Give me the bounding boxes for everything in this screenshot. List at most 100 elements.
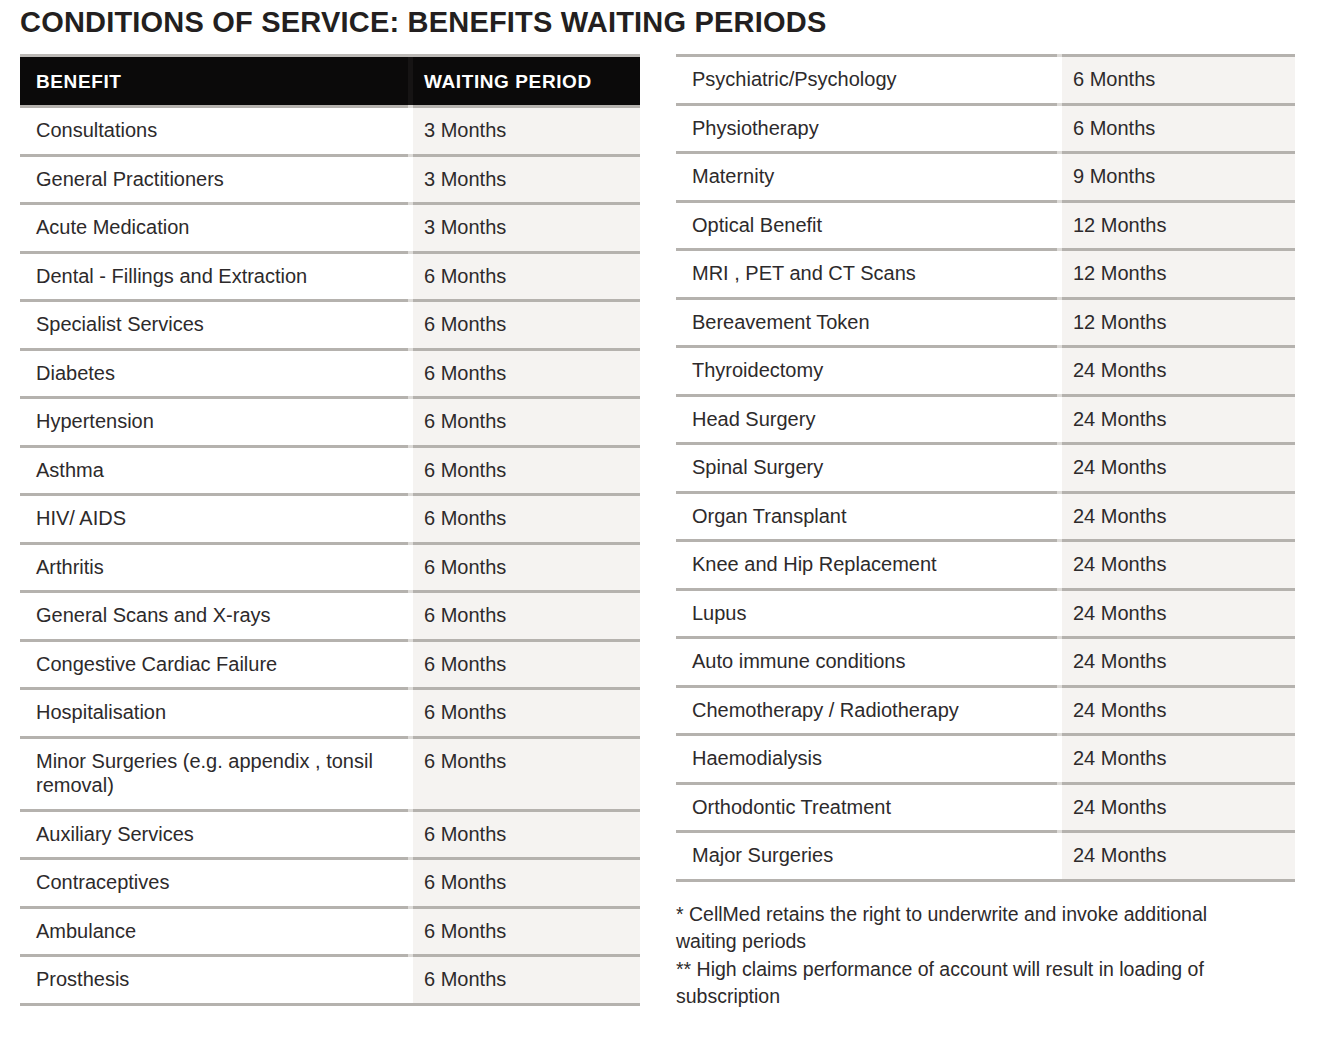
table-row: Specialist Services6 Months (20, 299, 640, 348)
waiting-period-cell: 6 Months (413, 590, 640, 639)
waiting-period-cell: 6 Months (413, 299, 640, 348)
waiting-period-cell: 24 Months (1062, 394, 1295, 443)
waiting-period-cell: 12 Months (1062, 297, 1295, 346)
waiting-period-cell: 24 Months (1062, 830, 1295, 879)
benefit-cell: Psychiatric/Psychology (676, 54, 1057, 103)
benefit-cell: Thyroidectomy (676, 345, 1057, 394)
table-row: General Scans and X-rays6 Months (20, 590, 640, 639)
benefit-cell: General Scans and X-rays (20, 590, 408, 639)
benefit-cell: Arthritis (20, 542, 408, 591)
waiting-period-cell: 12 Months (1062, 248, 1295, 297)
benefit-cell: HIV/ AIDS (20, 493, 408, 542)
benefit-cell: Hospitalisation (20, 687, 408, 736)
waiting-period-cell: 24 Months (1062, 491, 1295, 540)
table-header-row: BENEFIT WAITING PERIOD (20, 54, 640, 105)
benefits-table-right: Psychiatric/Psychology6 MonthsPhysiother… (676, 54, 1295, 882)
waiting-period-cell: 6 Months (413, 639, 640, 688)
waiting-period-cell: 6 Months (1062, 103, 1295, 152)
waiting-period-cell: 6 Months (413, 954, 640, 1003)
benefit-cell: Minor Surgeries (e.g. appendix , tonsil … (20, 736, 408, 809)
table-row: Hospitalisation6 Months (20, 687, 640, 736)
waiting-period-cell: 12 Months (1062, 200, 1295, 249)
benefit-cell: Consultations (20, 105, 408, 154)
table-row: Organ Transplant24 Months (676, 491, 1295, 540)
table-row: Maternity9 Months (676, 151, 1295, 200)
waiting-period-cell: 6 Months (413, 857, 640, 906)
benefit-cell: Major Surgeries (676, 830, 1057, 879)
benefit-cell: Diabetes (20, 348, 408, 397)
waiting-period-cell: 6 Months (413, 736, 640, 809)
benefit-cell: Optical Benefit (676, 200, 1057, 249)
table-row: Spinal Surgery24 Months (676, 442, 1295, 491)
waiting-period-cell: 24 Months (1062, 782, 1295, 831)
document-page: CONDITIONS OF SERVICE: BENEFITS WAITING … (0, 6, 1320, 1046)
benefit-cell: Dental - Fillings and Extraction (20, 251, 408, 300)
benefit-cell: MRI , PET and CT Scans (676, 248, 1057, 297)
table-row: General Practitioners3 Months (20, 154, 640, 203)
benefit-cell: Congestive Cardiac Failure (20, 639, 408, 688)
table-row: Ambulance6 Months (20, 906, 640, 955)
table-row: Hypertension6 Months (20, 396, 640, 445)
benefit-cell: Maternity (676, 151, 1057, 200)
benefit-cell: Chemotherapy / Radiotherapy (676, 685, 1057, 734)
benefit-cell: General Practitioners (20, 154, 408, 203)
waiting-period-cell: 24 Months (1062, 442, 1295, 491)
benefit-cell: Ambulance (20, 906, 408, 955)
table-row: Congestive Cardiac Failure6 Months (20, 639, 640, 688)
table-row: Minor Surgeries (e.g. appendix , tonsil … (20, 736, 640, 809)
table-row: Head Surgery24 Months (676, 394, 1295, 443)
page-title: CONDITIONS OF SERVICE: BENEFITS WAITING … (20, 6, 1320, 39)
benefit-cell: Acute Medication (20, 202, 408, 251)
benefit-cell: Lupus (676, 588, 1057, 637)
waiting-period-cell: 6 Months (413, 396, 640, 445)
table-row: Haemodialysis24 Months (676, 733, 1295, 782)
waiting-period-cell: 6 Months (413, 809, 640, 858)
table-row: Chemotherapy / Radiotherapy24 Months (676, 685, 1295, 734)
benefit-cell: Auxiliary Services (20, 809, 408, 858)
table-row: Psychiatric/Psychology6 Months (676, 54, 1295, 103)
waiting-period-cell: 6 Months (413, 348, 640, 397)
table-row: Knee and Hip Replacement24 Months (676, 539, 1295, 588)
waiting-period-cell: 6 Months (413, 493, 640, 542)
table-row: HIV/ AIDS6 Months (20, 493, 640, 542)
table-row: Consultations3 Months (20, 105, 640, 154)
waiting-period-cell: 24 Months (1062, 345, 1295, 394)
waiting-period-cell: 6 Months (1062, 54, 1295, 103)
benefit-cell: Head Surgery (676, 394, 1057, 443)
benefit-cell: Knee and Hip Replacement (676, 539, 1057, 588)
benefit-cell: Auto immune conditions (676, 636, 1057, 685)
waiting-period-cell: 3 Months (413, 105, 640, 154)
benefit-cell: Spinal Surgery (676, 442, 1057, 491)
benefit-column-header: BENEFIT (20, 54, 408, 105)
table-columns: BENEFIT WAITING PERIOD Consultations3 Mo… (20, 54, 1320, 1011)
table-row: Prosthesis6 Months (20, 954, 640, 1003)
table-row: Optical Benefit12 Months (676, 200, 1295, 249)
table-row: Acute Medication3 Months (20, 202, 640, 251)
table-row: Lupus24 Months (676, 588, 1295, 637)
benefit-cell: Haemodialysis (676, 733, 1057, 782)
benefit-cell: Asthma (20, 445, 408, 494)
table-row: Arthritis6 Months (20, 542, 640, 591)
table-row: Orthodontic Treatment24 Months (676, 782, 1295, 831)
benefit-cell: Hypertension (20, 396, 408, 445)
table-row: MRI , PET and CT Scans12 Months (676, 248, 1295, 297)
table-row: Major Surgeries24 Months (676, 830, 1295, 879)
waiting-period-cell: 6 Months (413, 251, 640, 300)
footnotes: * CellMed retains the right to underwrit… (676, 901, 1221, 1011)
waiting-period-cell: 24 Months (1062, 636, 1295, 685)
waiting-period-cell: 6 Months (413, 687, 640, 736)
waiting-period-cell: 6 Months (413, 542, 640, 591)
table-body-right: Psychiatric/Psychology6 MonthsPhysiother… (676, 54, 1295, 879)
waiting-period-cell: 9 Months (1062, 151, 1295, 200)
benefit-cell: Physiotherapy (676, 103, 1057, 152)
waiting-period-column-header: WAITING PERIOD (413, 54, 640, 105)
table-row: Auto immune conditions24 Months (676, 636, 1295, 685)
benefit-cell: Specialist Services (20, 299, 408, 348)
table-row: Dental - Fillings and Extraction6 Months (20, 251, 640, 300)
table-row: Physiotherapy6 Months (676, 103, 1295, 152)
table-row: Contraceptives6 Months (20, 857, 640, 906)
table-row: Auxiliary Services6 Months (20, 809, 640, 858)
benefits-table-left: BENEFIT WAITING PERIOD Consultations3 Mo… (20, 54, 640, 1006)
table-row: Thyroidectomy24 Months (676, 345, 1295, 394)
table-row: Diabetes6 Months (20, 348, 640, 397)
